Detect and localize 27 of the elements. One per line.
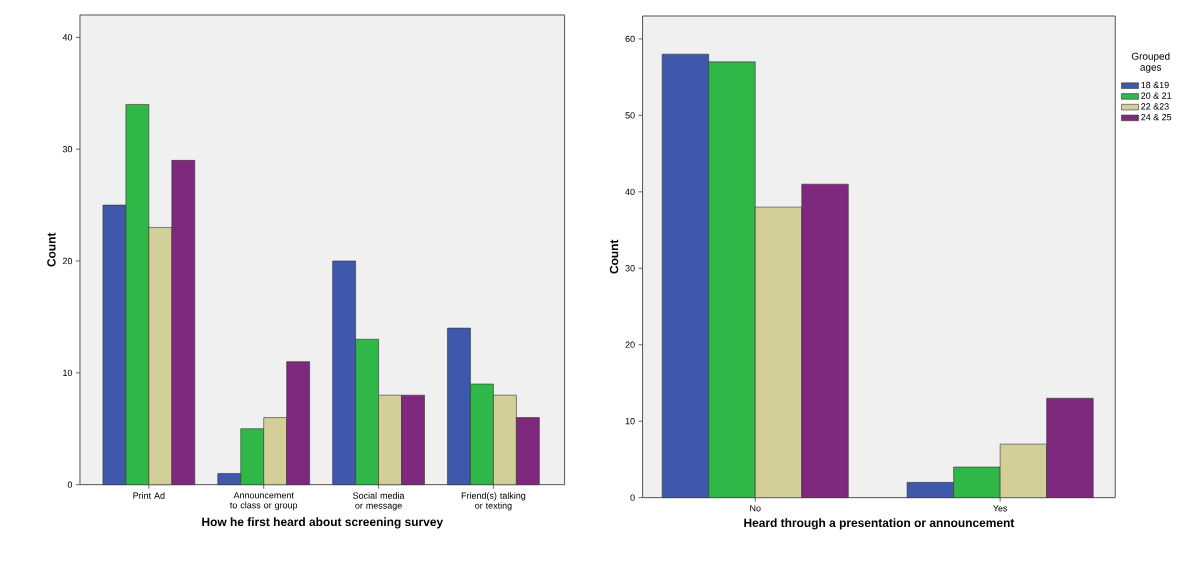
x-tick-label: Announcement to class or group <box>229 492 298 511</box>
x-axis-title: Heard through a presentation or announcement <box>744 518 1015 530</box>
x-tick-label: No <box>750 505 761 512</box>
x-tick-label: Friend(s) talking or texting <box>461 492 526 511</box>
legend-label: 22 &23 <box>1141 103 1169 110</box>
legend-label: 18 &19 <box>1141 81 1169 89</box>
y-tick-label: 60 <box>625 35 635 43</box>
y-axis-title: Count <box>609 239 619 274</box>
y-tick-label: 0 <box>67 481 73 489</box>
y-tick-label: 0 <box>630 494 635 502</box>
legend-title: Grouped ages <box>1131 52 1170 73</box>
y-tick-label: 10 <box>625 418 635 425</box>
y-tick-label: 10 <box>63 369 73 377</box>
y-tick-label: 20 <box>62 258 73 265</box>
x-axis-title: How he first heard about screening survey <box>202 517 444 529</box>
y-tick-label: 30 <box>62 146 73 153</box>
legend-label: 20 & 21 <box>1141 92 1172 100</box>
y-tick-label: 40 <box>62 34 73 41</box>
x-tick-label: Yes <box>993 505 1008 512</box>
y-tick-label: 30 <box>625 265 635 272</box>
legend-label: 24 & 25 <box>1141 114 1172 121</box>
y-tick-label: 50 <box>625 112 635 119</box>
y-axis-title: Count <box>47 232 56 267</box>
x-tick-label: Social media or message <box>353 492 405 511</box>
x-tick-label: Print Ad <box>133 492 165 499</box>
y-tick-label: 20 <box>625 341 635 349</box>
y-tick-label: 40 <box>625 188 635 196</box>
